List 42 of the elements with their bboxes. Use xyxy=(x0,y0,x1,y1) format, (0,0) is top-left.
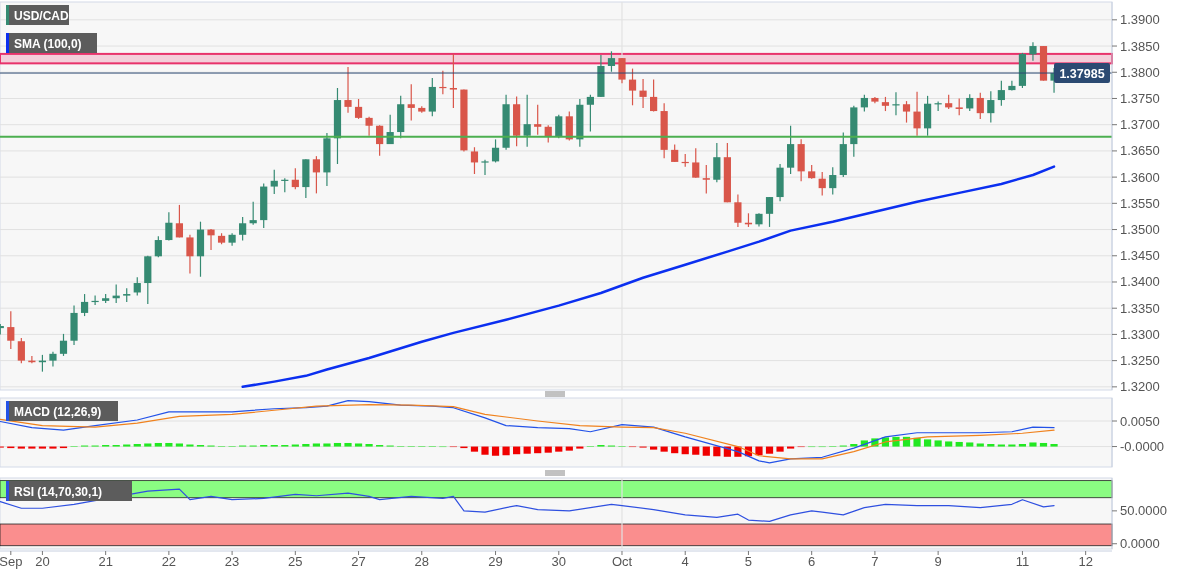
y-tick-label: -0.0000 xyxy=(1120,439,1165,455)
label-box: RSI (14,70,30,1) xyxy=(6,481,132,501)
x-tick-label: 7 xyxy=(871,554,879,569)
x-tick-label: 27 xyxy=(351,554,366,569)
x-tick-label: 9 xyxy=(934,554,942,569)
y-tick-label: 1.3500 xyxy=(1120,222,1160,238)
x-tick-label: 20 xyxy=(35,554,50,569)
y-tick-label: 1.3450 xyxy=(1120,248,1160,264)
y-tick-label: 1.3700 xyxy=(1120,117,1160,133)
x-tick-label: 5 xyxy=(744,554,753,569)
x-tick-label: 11 xyxy=(1015,554,1030,569)
label-box: MACD (12,26,9) xyxy=(6,401,118,421)
x-tick-label: 29 xyxy=(488,554,503,569)
x-tick-label: 25 xyxy=(288,554,303,569)
legend-label: USD/CAD xyxy=(14,8,69,23)
y-tick-label: 0.0050 xyxy=(1120,413,1160,429)
legend-label: SMA (100,0) xyxy=(14,36,82,51)
x-tick-label: 22 xyxy=(161,554,177,569)
x-tick-label: Sep xyxy=(0,554,23,569)
y-tick-label: 0.0000 xyxy=(1120,536,1160,552)
y-tick-label: 1.3850 xyxy=(1120,38,1160,54)
x-tick-label: 23 xyxy=(224,554,240,569)
y-tick-label: 1.3400 xyxy=(1120,274,1160,290)
x-tick-label: Oct xyxy=(611,554,633,569)
y-tick-label: 1.3600 xyxy=(1120,169,1160,185)
y-tick-label: 1.3900 xyxy=(1120,12,1160,28)
y-tick-label: 1.3350 xyxy=(1120,300,1160,316)
y-tick-label: 1.3550 xyxy=(1120,195,1160,211)
y-tick-label: 1.3200 xyxy=(1120,379,1160,395)
y-tick-label: 50.0000 xyxy=(1120,503,1167,519)
x-tick-label: 28 xyxy=(414,554,430,569)
x-tick-label: 6 xyxy=(808,554,816,569)
y-tick-label: 1.3650 xyxy=(1120,143,1160,159)
y-tick-label: 1.3750 xyxy=(1120,90,1160,106)
y-tick-label: 1.3250 xyxy=(1120,353,1160,369)
x-tick-label: 21 xyxy=(98,554,113,569)
x-tick-label: 12 xyxy=(1078,554,1093,569)
x-tick-label: 4 xyxy=(681,554,689,569)
x-tick-label: 30 xyxy=(551,554,566,569)
ref-line-label: 1.37985 xyxy=(1059,66,1105,81)
y-tick-label: 1.3300 xyxy=(1120,326,1160,342)
y-tick-label: 1.3800 xyxy=(1120,64,1160,80)
